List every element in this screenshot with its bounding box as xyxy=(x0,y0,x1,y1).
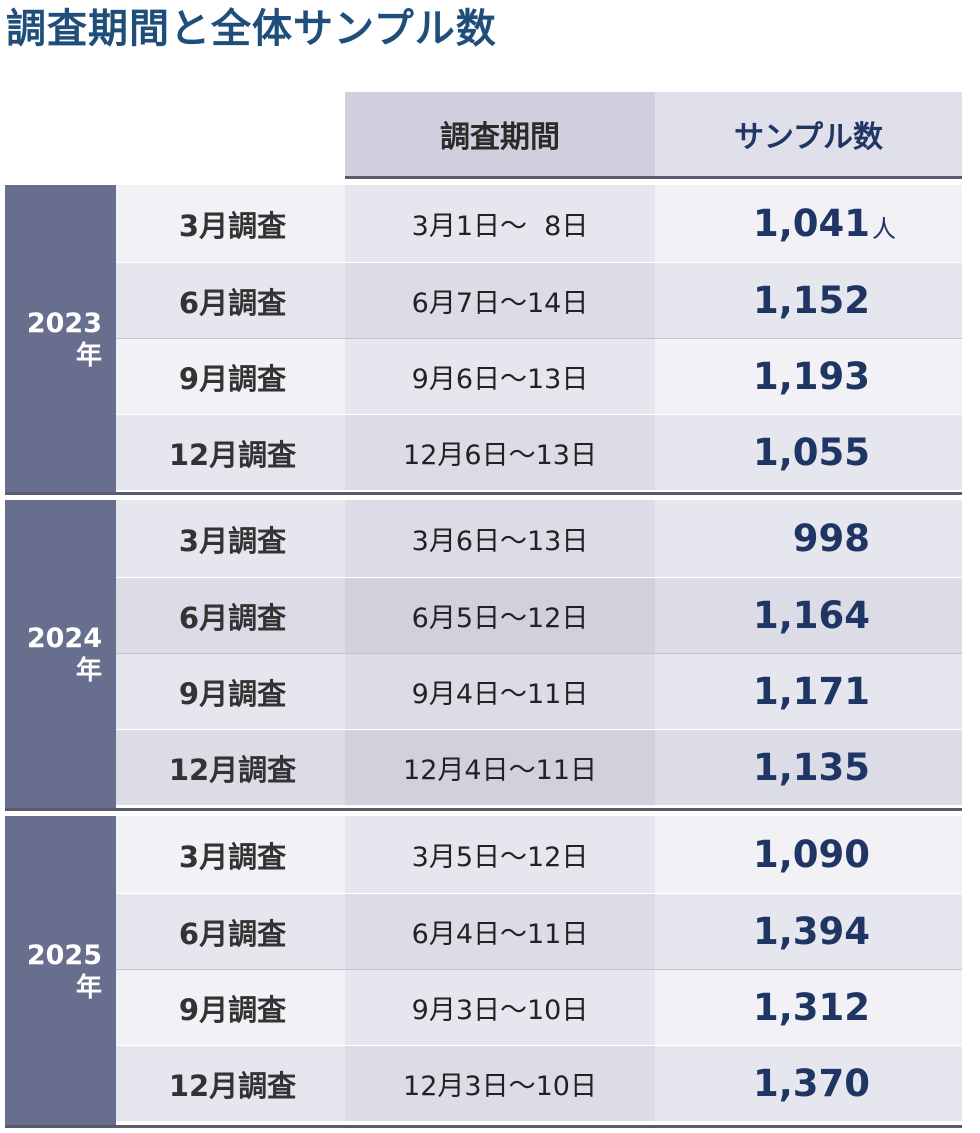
table-row: 6月調査 6月7日～14日 1,152 xyxy=(116,262,962,338)
sample-count: 998 xyxy=(655,500,962,577)
table-row: 9月調査 9月3日～10日 1,312 xyxy=(116,969,962,1045)
year-suffix: 年 xyxy=(75,972,102,1003)
survey-period: 9月6日～13日 xyxy=(345,339,655,414)
survey-period: 6月4日～11日 xyxy=(345,894,655,969)
table-row: 3月調査 3月5日～12日 1,090 xyxy=(116,816,962,893)
year-number: 2024 xyxy=(26,623,102,654)
survey-label: 3月調査 xyxy=(116,185,345,262)
survey-label: 9月調査 xyxy=(116,654,345,729)
table-row: 3月調査 3月1日～ 8日 1,041 人 xyxy=(116,185,962,262)
sample-count: 1,370 xyxy=(655,1046,962,1121)
survey-period: 9月4日～11日 xyxy=(345,654,655,729)
sample-count: 1,394 xyxy=(655,894,962,969)
survey-label: 6月調査 xyxy=(116,894,345,969)
count-value: 1,041 xyxy=(752,202,870,245)
survey-period: 12月3日～10日 xyxy=(345,1046,655,1121)
table-row: 6月調査 6月4日～11日 1,394 xyxy=(116,893,962,969)
sample-count: 1,171 xyxy=(655,654,962,729)
count-unit: 人 xyxy=(872,215,896,243)
survey-label: 3月調査 xyxy=(116,816,345,893)
survey-period: 6月5日～12日 xyxy=(345,578,655,653)
survey-period: 9月3日～10日 xyxy=(345,970,655,1045)
survey-label: 6月調査 xyxy=(116,578,345,653)
table-row: 6月調査 6月5日～12日 1,164 xyxy=(116,577,962,653)
year-number: 2023 xyxy=(26,307,102,339)
year-cell: 2024 年 xyxy=(5,500,116,808)
table-row: 9月調査 9月4日～11日 1,171 xyxy=(116,653,962,729)
survey-label: 12月調査 xyxy=(116,1046,345,1121)
year-block-2025: 2025 年 3月調査 3月5日～12日 1,090 6月調査 6月4日～11日… xyxy=(5,816,962,1128)
table-row: 12月調査 12月6日～13日 1,055 xyxy=(116,414,962,490)
sample-count: 1,312 xyxy=(655,970,962,1045)
year-suffix: 年 xyxy=(75,340,102,371)
survey-period: 12月4日～11日 xyxy=(345,730,655,805)
sample-count: 1,055 xyxy=(655,415,962,490)
sample-count: 1,193 xyxy=(655,339,962,414)
survey-period: 3月5日～12日 xyxy=(345,816,655,893)
survey-label: 9月調査 xyxy=(116,970,345,1045)
survey-period: 3月1日～ 8日 xyxy=(345,185,655,262)
sample-count: 1,090 xyxy=(655,816,962,893)
year-block-2024: 2024 年 3月調査 3月6日～13日 998 6月調査 6月5日～12日 1… xyxy=(5,500,962,811)
page-title: 調査期間と全体サンプル数 xyxy=(6,6,497,52)
year-number: 2025 xyxy=(26,939,102,971)
survey-period: 12月6日～13日 xyxy=(345,415,655,490)
table-row: 12月調査 12月4日～11日 1,135 xyxy=(116,729,962,805)
sample-count: 1,152 xyxy=(655,263,962,338)
survey-label: 9月調査 xyxy=(116,339,345,414)
year-suffix: 年 xyxy=(75,656,102,686)
table-header: 調査期間 サンプル数 xyxy=(345,92,962,179)
sample-count: 1,041 人 xyxy=(655,185,962,262)
year-cell: 2023 年 xyxy=(5,185,116,492)
table-row: 3月調査 3月6日～13日 998 xyxy=(116,500,962,577)
survey-label: 12月調査 xyxy=(116,415,345,490)
sample-count: 1,135 xyxy=(655,730,962,805)
survey-label: 3月調査 xyxy=(116,500,345,577)
header-period: 調査期間 xyxy=(345,92,655,176)
table-row: 12月調査 12月3日～10日 1,370 xyxy=(116,1045,962,1121)
header-sample-count: サンプル数 xyxy=(655,92,962,176)
survey-period: 6月7日～14日 xyxy=(345,263,655,338)
survey-label: 6月調査 xyxy=(116,263,345,338)
table-row: 9月調査 9月6日～13日 1,193 xyxy=(116,338,962,414)
year-cell: 2025 年 xyxy=(5,816,116,1125)
year-block-2023: 2023 年 3月調査 3月1日～ 8日 1,041 人 6月調査 6月7日～14… xyxy=(5,185,962,495)
survey-period: 3月6日～13日 xyxy=(345,500,655,577)
survey-label: 12月調査 xyxy=(116,730,345,805)
sample-count: 1,164 xyxy=(655,578,962,653)
